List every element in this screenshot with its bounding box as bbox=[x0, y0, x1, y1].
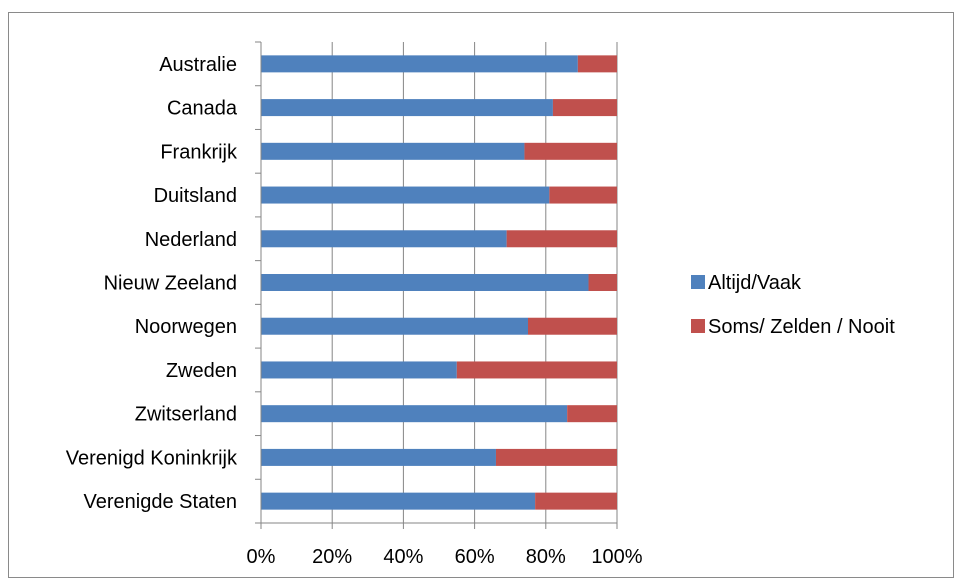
bars bbox=[261, 55, 617, 510]
category-label: Canada bbox=[167, 98, 238, 120]
bar-altijd-vaak bbox=[261, 142, 525, 160]
bar-soms-zelden-nooit bbox=[549, 186, 617, 204]
legend-swatch bbox=[691, 319, 705, 333]
category-label: Zweden bbox=[166, 360, 237, 382]
category-label: Frankrijk bbox=[160, 141, 238, 163]
category-label: Australie bbox=[159, 54, 237, 76]
bar-soms-zelden-nooit bbox=[552, 99, 617, 117]
category-label: Nederland bbox=[145, 229, 237, 251]
bar-altijd-vaak bbox=[261, 55, 578, 73]
bar-altijd-vaak bbox=[261, 405, 568, 423]
bar-altijd-vaak bbox=[261, 274, 589, 291]
bar-altijd-vaak bbox=[261, 230, 507, 248]
axes bbox=[255, 41, 618, 529]
x-tick-label: 20% bbox=[312, 546, 352, 568]
bar-soms-zelden-nooit bbox=[567, 405, 617, 423]
x-tick-label: 0% bbox=[247, 546, 276, 568]
bar-altijd-vaak bbox=[261, 448, 496, 466]
x-tick-label: 80% bbox=[526, 546, 566, 568]
x-tick-label: 60% bbox=[455, 546, 495, 568]
category-label: Duitsland bbox=[154, 185, 237, 207]
category-label: Verenigde Staten bbox=[84, 491, 237, 513]
legend-label: Soms/ Zelden / Nooit bbox=[708, 316, 895, 338]
x-tick-labels: 0% 20% 40% 60% 80% 100% bbox=[247, 546, 643, 568]
bar-soms-zelden-nooit bbox=[456, 361, 617, 379]
legend: Altijd/Vaak Soms/ Zelden / Nooit bbox=[691, 272, 895, 338]
bar-soms-zelden-nooit bbox=[495, 448, 617, 466]
bar-soms-zelden-nooit bbox=[577, 55, 617, 73]
bar-altijd-vaak bbox=[261, 361, 457, 379]
bar-altijd-vaak bbox=[261, 492, 536, 510]
x-tick-label: 100% bbox=[591, 546, 642, 568]
bar-soms-zelden-nooit bbox=[588, 274, 617, 291]
category-label: Noorwegen bbox=[135, 316, 237, 338]
bar-soms-zelden-nooit bbox=[524, 142, 617, 160]
category-label: Verenigd Koninkrijk bbox=[66, 447, 238, 469]
bar-soms-zelden-nooit bbox=[506, 230, 617, 248]
category-label: Zwitserland bbox=[135, 404, 237, 426]
x-tick-label: 40% bbox=[383, 546, 423, 568]
legend-swatch bbox=[691, 275, 705, 289]
category-label: Nieuw Zeeland bbox=[104, 273, 237, 295]
bar-altijd-vaak bbox=[261, 186, 550, 204]
legend-label: Altijd/Vaak bbox=[708, 272, 802, 294]
bar-altijd-vaak bbox=[261, 317, 528, 335]
category-labels: Australie Canada Frankrijk Duitsland Nederla… bbox=[66, 54, 238, 513]
bar-soms-zelden-nooit bbox=[528, 317, 617, 335]
bar-soms-zelden-nooit bbox=[535, 492, 617, 510]
bar-altijd-vaak bbox=[261, 99, 553, 117]
